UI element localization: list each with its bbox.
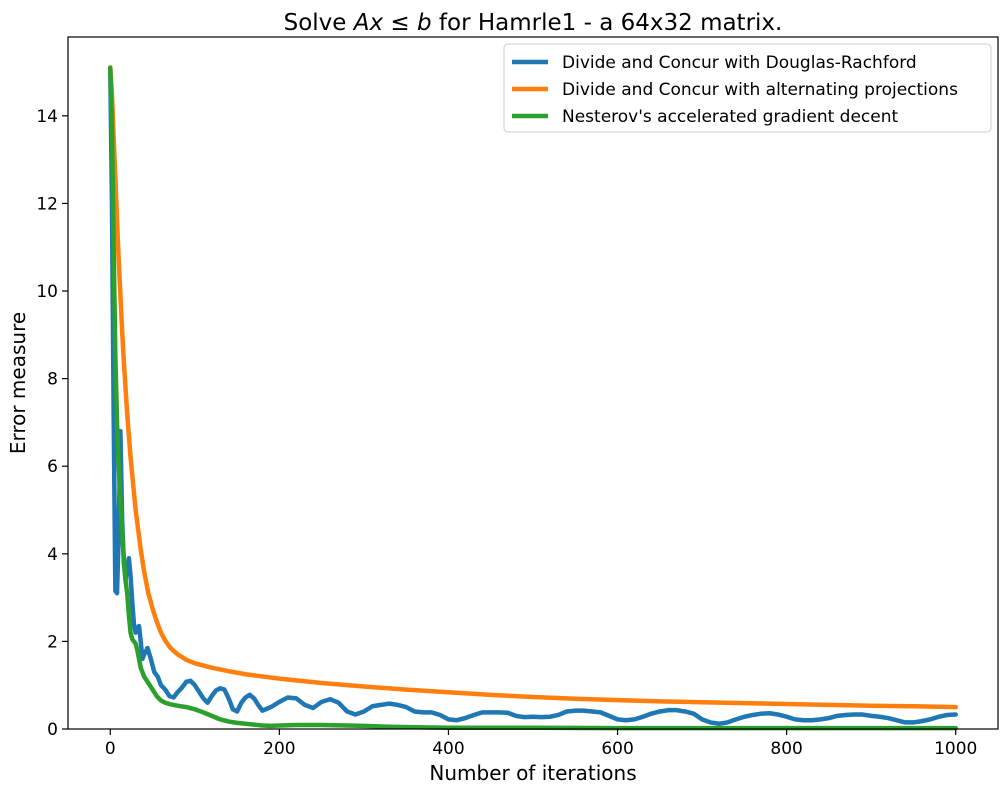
legend-label-1: Divide and Concur with Douglas-Rachford — [562, 53, 917, 73]
x-axis-ticks: 0 200 400 600 800 1000 — [105, 729, 977, 759]
legend-label-3: Nesterov's accelerated gradient decent — [562, 107, 898, 127]
y-tick-label: 12 — [36, 194, 58, 214]
y-tick-label: 14 — [36, 107, 58, 127]
y-tick-label: 0 — [47, 720, 58, 740]
legend-box — [503, 43, 992, 133]
x-tick-label: 600 — [601, 739, 633, 759]
series-layer — [108, 65, 958, 731]
chart-title-suffix: for Hamrle1 - a 64x32 matrix. — [432, 10, 783, 36]
x-tick-label: 400 — [432, 739, 464, 759]
y-tick-label: 8 — [47, 370, 58, 390]
series-line-1 — [108, 65, 958, 726]
chart-title: Solve Ax ≤ b for Hamrle1 - a 64x32 matri… — [284, 10, 783, 36]
series-line-3 — [108, 65, 958, 731]
y-tick-label: 4 — [47, 545, 58, 565]
chart-title-prefix: Solve — [284, 10, 354, 36]
legend-items: Divide and Concur with Douglas-Rachford D… — [512, 53, 958, 127]
x-axis-label: Number of iterations — [429, 761, 636, 785]
x-tick-label: 1000 — [934, 739, 977, 759]
x-tick-label: 0 — [105, 739, 116, 759]
plot-frame — [67, 36, 999, 730]
legend-label-2: Divide and Concur with alternating proje… — [562, 80, 958, 100]
x-tick-label: 200 — [263, 739, 295, 759]
series-line-2 — [108, 65, 958, 710]
y-tick-label: 6 — [47, 457, 58, 477]
y-tick-label: 10 — [36, 282, 58, 302]
legend: Divide and Concur with Douglas-Rachford D… — [503, 43, 992, 133]
x-tick-label: 800 — [770, 739, 802, 759]
y-tick-label: 2 — [47, 632, 58, 652]
y-axis-label: Error measure — [6, 312, 30, 454]
y-axis-ticks: 0 2 4 6 8 10 12 14 — [36, 107, 68, 740]
chart-title-math: Ax ≤ b — [352, 10, 432, 36]
